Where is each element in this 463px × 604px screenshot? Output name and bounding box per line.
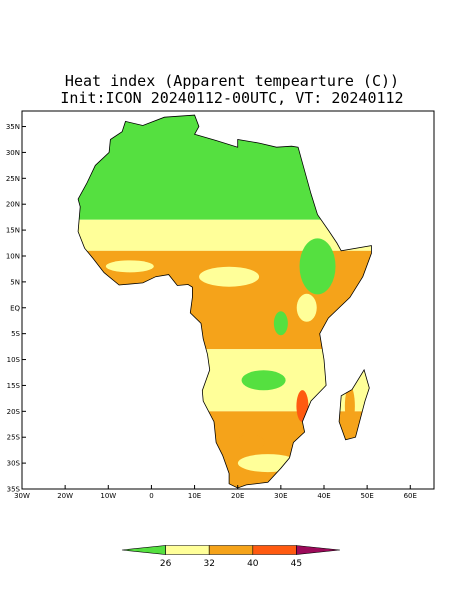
x-tick-label: 20W [57, 492, 73, 500]
map-area [21, 110, 435, 490]
heat-patch [344, 386, 355, 427]
heat-band [78, 411, 372, 488]
x-tick-label: 10E [188, 492, 201, 500]
y-tick-label: 35S [7, 486, 21, 494]
x-tick-label: 10W [100, 492, 116, 500]
map-title: Heat index (Apparent tempearture (C)) [65, 72, 399, 90]
y-tick-label: 10S [7, 356, 21, 364]
y-tick-label: 15N [6, 227, 20, 235]
x-tick-label: 40E [317, 492, 330, 500]
heat-patch [241, 370, 286, 391]
map-frame [21, 110, 435, 490]
colorbar-label: 40 [247, 559, 259, 569]
x-tick-label: 60E [404, 492, 417, 500]
x-tick-label: 30W [14, 492, 30, 500]
heat-patch [105, 260, 154, 273]
colorbar-segment [121, 545, 166, 555]
colorbar-label: 26 [160, 559, 172, 569]
heat-band [78, 349, 372, 412]
colorbar-segment [296, 545, 341, 555]
colorbar-segment [208, 545, 254, 555]
coastline [77, 114, 372, 489]
heat-patch [237, 454, 298, 473]
y-tick-label: EQ [10, 304, 20, 312]
heat-patch [296, 293, 317, 322]
heat-patch [199, 266, 260, 287]
map-subtitle: Init:ICON 20240112-00UTC, VT: 20240112 [60, 89, 403, 107]
y-tick-label: 30S [7, 460, 21, 468]
y-tick-label: 20S [7, 408, 21, 416]
y-tick-label: 5S [11, 330, 20, 338]
heat-patch [236, 434, 265, 451]
x-tick-label: 20E [231, 492, 244, 500]
y-tick-label: 20N [6, 201, 20, 209]
heat-field [78, 115, 372, 488]
heat-patch [296, 390, 309, 423]
colorbar-segment [165, 545, 210, 555]
x-tick-label: 0 [149, 492, 153, 500]
y-tick-label: 25N [6, 175, 20, 183]
colorbar-label: 45 [291, 559, 302, 569]
heat-patch [273, 311, 288, 336]
colorbar-label: 32 [203, 559, 214, 569]
colorbar-segment [252, 545, 297, 555]
heat-patch [210, 355, 231, 384]
y-tick-label: 30N [6, 149, 20, 157]
y-tick-label: 35N [6, 123, 20, 131]
y-tick-label: 5N [10, 278, 20, 286]
y-tick-label: 10N [6, 252, 20, 260]
heat-patch [299, 238, 336, 295]
y-tick-label: 25S [7, 434, 21, 442]
x-tick-label: 30E [274, 492, 287, 500]
heat-band [78, 250, 372, 350]
y-tick-label: 15S [7, 382, 21, 390]
heat-band [78, 115, 372, 220]
x-tick-label: 50E [360, 492, 373, 500]
